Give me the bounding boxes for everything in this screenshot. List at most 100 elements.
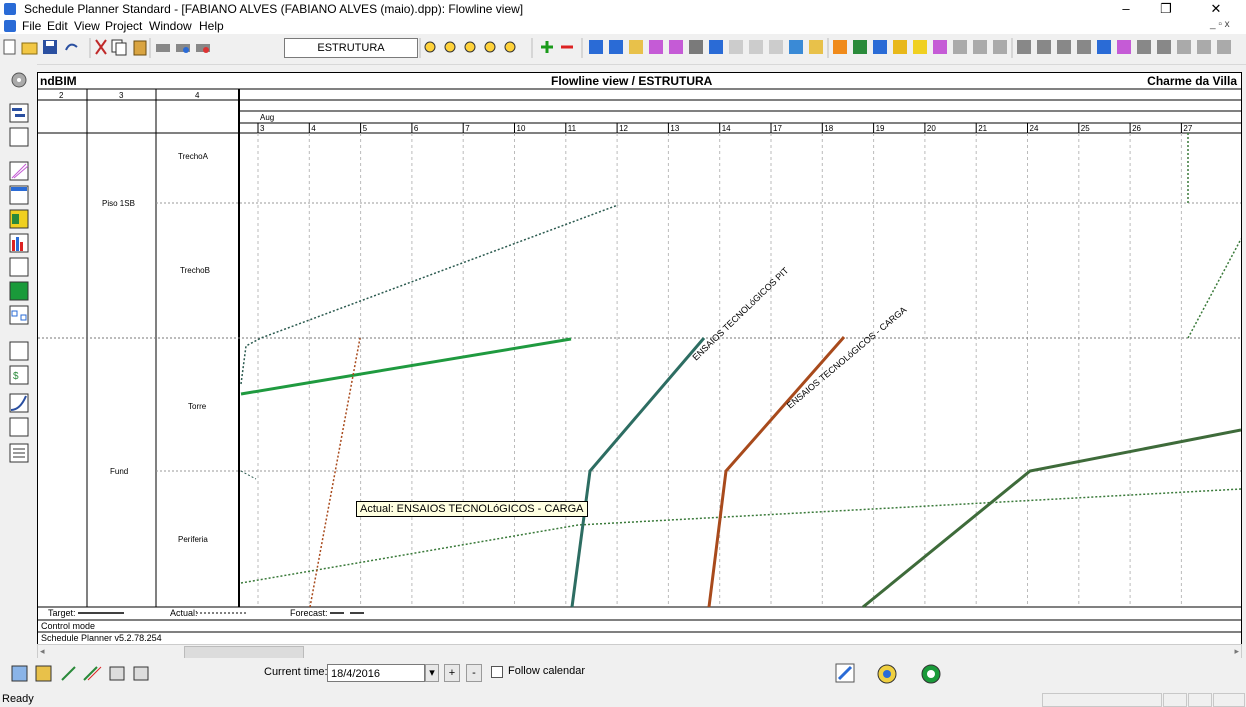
day-label: 12 [619,124,628,133]
copy-icon [111,39,127,56]
window-title: Schedule Planner Standard - [FABIANO ALV… [24,2,524,16]
day-label: 21 [978,124,987,133]
document-icon[interactable] [4,20,16,32]
status-cell [1042,693,1162,707]
column-number-2: 2 [59,91,64,100]
day-label: 6 [414,124,419,133]
document-list-icon [9,443,29,463]
location-trechoa: TrechoA [178,152,209,161]
day-label: 25 [1081,124,1090,133]
legend-forecast: Forecast: [290,608,328,618]
legend-actual: Actual: [170,608,198,618]
left-toolbar-icons: $ [9,72,29,463]
add-icon [541,41,553,53]
month-label: Aug [260,113,274,122]
scroll-left-arrow-icon[interactable]: ◂ [40,646,45,656]
print-icon [156,44,170,52]
money-icon: $ [9,365,29,385]
status-cell [1213,693,1245,707]
settings-gear-icon [11,72,27,88]
grid-chart-icon [9,257,29,277]
app-icon [4,3,16,15]
scroll-right-arrow-icon[interactable]: ▸ [1234,646,1239,656]
close-button[interactable]: ✕ [1210,1,1222,16]
time-plus-button[interactable]: + [444,664,460,682]
header-right: Charme da Villa [1147,74,1237,88]
view-selector[interactable]: ESTRUTURA [284,38,418,58]
day-label: 5 [363,124,368,133]
mdi-controls[interactable]: _ ▫ x [1210,19,1230,30]
minimize-button[interactable]: – [1122,1,1130,16]
day-label: 14 [722,124,731,133]
day-label: 24 [1030,124,1039,133]
archive-icon [133,666,149,681]
progress-icon [61,666,76,681]
status-cell [1163,693,1187,707]
flowline-pit [570,337,706,608]
day-label: 20 [927,124,936,133]
day-label: 19 [876,124,885,133]
day-label: 10 [517,124,526,133]
restore-button[interactable]: ❐ [1160,1,1172,16]
layers-icon [9,127,29,147]
save-icon [43,40,57,54]
task-tooltip: Actual: ENSAIOS TECNOLóGICOS - CARGA [356,501,588,517]
day-label: 7 [465,124,470,133]
current-time-label: Current time: [264,666,328,678]
time-minus-button[interactable]: - [466,664,482,682]
resources-icon [9,209,29,229]
new-file-icon [3,39,16,55]
time-dropdown-arrow[interactable]: ▾ [425,664,439,682]
day-label: 17 [773,124,782,133]
main-toolbar: ESTRUTURA [0,34,1246,65]
svg-text:$: $ [13,371,19,382]
day-label: 11 [568,124,577,133]
menu-window[interactable]: Window [149,19,192,33]
day-label: 18 [824,124,833,133]
location-trechob: TrechoB [180,266,210,275]
cost-icon [9,281,29,301]
flowline-dotted-upper [240,204,619,385]
status-cell [1188,693,1212,707]
day-label: 27 [1183,124,1192,133]
refresh-icon [921,664,941,684]
menu-file[interactable]: File [22,19,42,33]
menu-view[interactable]: View [74,19,100,33]
day-label: 26 [1132,124,1141,133]
progress-compare-icon [83,666,102,681]
menu-project[interactable]: Project [105,19,143,33]
menu-edit[interactable]: Edit [47,19,68,33]
version-label: Schedule Planner v5.2.78.254 [41,633,162,643]
menu-bar: File Edit View Project Window Help _ ▫ x [0,18,1246,34]
control-mode-label: Control mode [41,621,95,631]
status-text: Ready [2,693,34,705]
current-time-input[interactable]: 18/4/2016 [327,664,425,682]
flowline-carga [707,336,846,608]
flowline-icon [9,161,29,181]
status-bar: Ready [0,692,1246,707]
day-scale: 3 4 5 6 7 10 11 12 13 14 17 18 19 20 21 24 25 26 27 [257,123,1193,607]
s-curve-icon [9,393,29,413]
column-number-3: 3 [119,91,124,100]
legend-target: Target: [48,608,76,618]
header-left: ndBIM [40,74,77,88]
follow-calendar-label: Follow calendar [508,665,586,677]
report-icon [9,341,29,361]
task-label-carga: ENSAIOS TECNOLóGICOS - CARGA [785,305,909,411]
follow-calendar-checkbox[interactable] [491,666,503,678]
column-number-4: 4 [195,91,200,100]
flowline-brown-dotted [309,337,361,608]
flowline-chart[interactable]: ndBIM Flowline view / ESTRUTURA Charme d… [37,72,1242,646]
bottom-right-icons [835,663,941,684]
edit-pencil-icon [835,663,855,683]
location-periferia: Periferia [178,535,208,544]
location-piso-1sb: Piso 1SB [102,199,135,208]
title-bar: Schedule Planner Standard - [FABIANO ALV… [0,0,1246,18]
snapshot-icon [109,666,125,681]
resources-view-icon [35,665,52,682]
stopwatch-icon [877,664,897,684]
flowline-dark-green [862,428,1241,609]
open-folder-icon [21,42,38,55]
menu-help[interactable]: Help [199,19,224,33]
flowline-dotted-lower [240,488,1241,584]
